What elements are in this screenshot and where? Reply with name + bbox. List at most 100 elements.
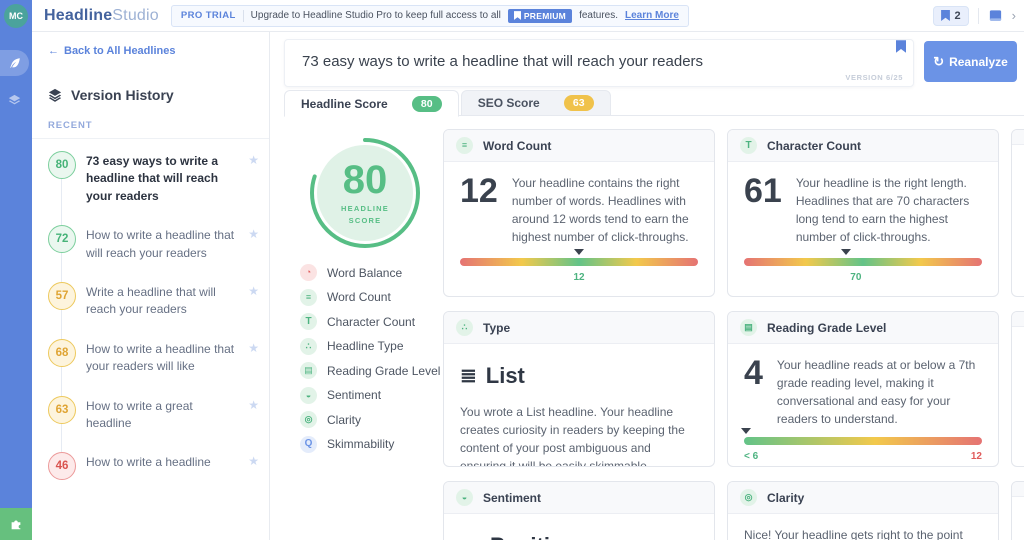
letter-t-icon [300,313,317,330]
version-history-list: 80 73 easy ways to write a headline that … [48,141,269,490]
reanalyze-label: Reanalyze [949,54,1008,69]
rail-item-version-history[interactable] [0,90,29,110]
version-headline-text: Write a headline that will reach your re… [86,284,216,317]
star-icon[interactable]: ★ [248,227,259,242]
avatar[interactable]: MC [4,4,28,28]
version-history-panel: ← Back to All Headlines Version History … [32,32,270,540]
back-link-label: Back to All Headlines [64,45,176,57]
gradient-bar [744,437,982,445]
divider [32,138,269,139]
card-description: Nice! Your headline gets right to the po… [744,528,963,540]
smiley-icon [300,386,317,404]
card-description: You wrote a List headline. Your headline… [460,405,685,467]
brand-bold: Headline [44,6,113,24]
book-icon [740,319,757,336]
rail-item-headline-editor[interactable] [0,50,29,76]
card-title: Reading Grade Level [767,320,887,335]
target-icon [300,411,317,428]
category-item-character-count[interactable]: Character Count [300,313,440,330]
bookmark-headline-icon[interactable] [896,40,906,53]
version-history-item[interactable]: 46 How to write a headline ★ [48,442,259,490]
card-body: Nice! Your headline gets right to the po… [728,514,998,540]
score-content: 80 HEADLINE SCORE Word Balance Word Count… [284,115,1024,540]
feather-icon [8,56,22,70]
brand-light: Studio [112,6,159,24]
version-history-item[interactable]: 68 How to write a headline that your read… [48,329,259,386]
card-header: Word Count [444,130,714,162]
version-score-badge: 57 [48,281,76,310]
version-history-item[interactable]: 57 Write a headline that will reach your … [48,272,259,329]
star-icon[interactable]: ★ [248,454,259,469]
tab-headline-score[interactable]: Headline Score 80 [284,90,459,117]
range-indicator: 12 [460,249,698,283]
bookmark-icon [940,10,950,21]
gradient-bar [460,258,698,266]
version-history-item[interactable]: 72 How to write a headline that will reac… [48,215,259,272]
version-score-badge: 46 [48,452,76,481]
card-title: Type [483,320,511,335]
premium-badge: PREMIUM [507,8,573,23]
category-item-reading-grade-level[interactable]: Reading Grade Level [300,362,440,379]
extension-button[interactable] [0,508,32,540]
book-icon [300,362,317,379]
layers-icon [48,88,62,102]
learn-more-link[interactable]: Learn More [625,10,679,21]
score-number: 80 [342,158,388,203]
star-icon[interactable]: ★ [248,283,259,298]
category-label: Word Balance [327,265,403,280]
saved-headlines-button[interactable]: 2 [932,5,969,26]
app-logo[interactable]: HeadlineStudio [44,7,159,25]
star-icon[interactable]: ★ [248,340,259,355]
card-header: Character Count [728,130,998,162]
category-item-clarity[interactable]: Clarity [300,411,440,428]
version-headline-text: 73 easy ways to write a headline that wi… [86,154,219,203]
reanalyze-button[interactable]: Reanalyze [924,41,1017,82]
upgrade-banner: PRO TRIAL Upgrade to Headline Studio Pro… [170,4,689,27]
version-history-item[interactable]: 80 73 easy ways to write a headline that … [48,141,259,215]
version-history-title: Version History [48,87,269,103]
card-description: Your headline contains the right number … [511,176,689,244]
range-indicator: < 6 12 [741,428,982,462]
card-big-value: Positive [460,529,698,540]
cards-column-partial [1011,129,1024,540]
card-big-value: List [460,359,698,392]
star-icon[interactable]: ★ [248,153,259,167]
bar-label: < 6 [744,451,759,462]
category-item-headline-type[interactable]: Headline Type [300,337,440,355]
divider [242,9,244,22]
card-header: Clarity [728,482,998,514]
card-word-count: Word Count 12 Your headline contains the r… [443,129,715,297]
bar-label: 12 [970,451,982,462]
card-title: Clarity [767,490,805,505]
category-item-word-balance[interactable]: Word Balance [300,264,440,281]
chevron-right-icon[interactable]: › [1011,8,1016,23]
tab-label: Headline Score [301,96,388,111]
bookmark-icon [513,11,521,20]
card-header: Sentiment [444,482,714,514]
divider [977,7,979,24]
marker-triangle-icon [574,249,584,255]
tab-seo-score[interactable]: SEO Score 63 [460,90,611,116]
category-label: Clarity [327,412,362,427]
card-body: Positive [444,514,714,540]
category-item-skimmability[interactable]: Skimmability [300,435,440,453]
card-value-label: Positive [490,529,574,540]
card-body: List You wrote a List headline. Your head… [444,344,714,467]
card-partial [1011,129,1024,297]
card-description: Your headline is the right length. Headl… [795,176,970,244]
docs-book-icon[interactable] [988,9,1003,23]
card-title: Sentiment [483,490,542,505]
version-history-item[interactable]: 63 How to write a great headline ★ [48,386,259,443]
headline-score-ring: 80 HEADLINE SCORE [308,136,422,250]
cards-grid: Word Count 12 Your headline contains the r… [443,129,1024,540]
version-score-badge: 72 [48,225,76,254]
category-item-word-count[interactable]: Word Count [300,288,440,306]
star-icon[interactable]: ★ [248,397,259,412]
pro-trial-badge: PRO TRIAL [180,10,236,21]
card-type: Type List You wrote a List headline. Your … [443,311,715,467]
category-item-sentiment[interactable]: Sentiment [300,386,440,404]
upgrade-text-after: features. [579,10,618,21]
headline-text: 73 easy ways to write a headline that wi… [302,53,704,70]
headline-input[interactable]: 73 easy ways to write a headline that wi… [284,39,914,87]
back-to-all-headlines-link[interactable]: ← Back to All Headlines [48,45,269,57]
